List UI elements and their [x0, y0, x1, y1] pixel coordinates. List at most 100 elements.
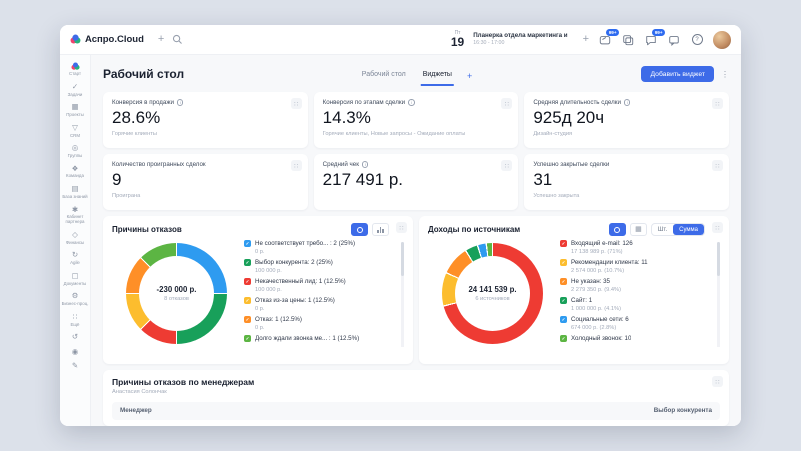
kpi-subtitle: Дизайн-студия	[533, 131, 573, 137]
legend-item[interactable]: ✓ Долго ждали звонка ме... : 1 (12.5%)	[244, 335, 395, 342]
sidebar-item-partner-cabinet[interactable]: ✱ Кабинет партнера	[60, 202, 90, 228]
messages-button[interactable]: 99+	[598, 28, 619, 47]
legend-checkbox-icon[interactable]: ✓	[560, 297, 567, 304]
view-toggle-donut-chart-icon[interactable]	[351, 223, 368, 236]
sidebar-item-sync[interactable]: ↺	[60, 330, 90, 344]
calendar-event[interactable]: Планерка отдела маркетинга и 16:30 - 17:…	[473, 32, 567, 46]
legend-checkbox-icon[interactable]: ✓	[560, 278, 567, 285]
legend-item[interactable]: ✓ Не указан: 35 2 279 350 р. (9.4%)	[560, 278, 711, 293]
info-icon[interactable]: i	[361, 161, 369, 168]
legend-item[interactable]: ✓ Не соответствует требо... : 2 (25%) 0 р.	[244, 240, 395, 255]
legend-row: ✓ Сайт: 1	[560, 297, 711, 304]
legend-checkbox-icon[interactable]: ✓	[560, 259, 567, 266]
legend-item[interactable]: ✓ Отказ: 1 (12.5%) 0 р.	[244, 316, 395, 331]
bar-chart-icon	[377, 226, 384, 233]
sidebar-item-apps[interactable]: ◉	[60, 344, 90, 358]
help-button[interactable]: ?	[690, 33, 704, 47]
sidebar-item-groups[interactable]: ◎ Группы	[60, 141, 90, 161]
notes-button[interactable]	[621, 33, 635, 47]
legend-checkbox-icon[interactable]: ✓	[244, 335, 251, 342]
toggle-option[interactable]: Шт.	[657, 226, 668, 233]
sidebar-item-more[interactable]: ∷ Ещё	[60, 309, 90, 329]
legend-item[interactable]: ✓ Некачественный лид: 1 (12.5%) 100 000 р.	[244, 278, 395, 293]
legend-checkbox-icon[interactable]: ✓	[560, 316, 567, 323]
info-icon[interactable]: i	[176, 99, 184, 106]
sidebar-item-documents[interactable]: ▢ Документы	[60, 268, 90, 288]
sidebar-item-knowledge-base[interactable]: ▤ База знаний	[60, 182, 90, 202]
info-icon[interactable]: i	[623, 99, 631, 106]
chat-button[interactable]: 99+	[644, 28, 665, 47]
sidebar-item-crm[interactable]: ▽ CRM	[60, 120, 90, 140]
donut-center-value: -230 000 р.	[156, 284, 197, 294]
legend-scrollbar-thumb[interactable]	[717, 242, 720, 276]
view-toggle-donut-chart-icon[interactable]	[608, 223, 626, 236]
legend-item[interactable]: ✓ Выбор конкурента: 2 (25%) 100 000 р.	[244, 259, 395, 274]
legend-item[interactable]: ✓ Отказ из-за цены: 1 (12.5%) 0 р.	[244, 297, 395, 312]
drag-handle-icon[interactable]: ∷	[290, 98, 302, 109]
tab-dashboard[interactable]: Рабочий стол	[361, 71, 406, 78]
kpi-card-2: Средняя длительность сделки i ∷ 925д 20ч Диз…	[524, 92, 729, 148]
legend-checkbox-icon[interactable]: ✓	[244, 259, 251, 266]
legend-checkbox-icon[interactable]: ✓	[560, 240, 567, 247]
legend-item[interactable]: ✓ Социальные сети: 6 674 000 р. (2.8%)	[560, 316, 711, 331]
agile-icon: ↻	[71, 250, 79, 260]
comments-button[interactable]	[667, 33, 681, 47]
legend-item[interactable]: ✓ Рекомендации клиента: 11 2 574 000 р. (1…	[560, 259, 711, 274]
legend-item[interactable]: ✓ Холодный звонок: 10	[560, 335, 711, 342]
legend-label: Не указан: 35	[571, 278, 610, 285]
add-tab-icon[interactable]: +	[466, 71, 473, 81]
pin-icon: ✎	[71, 360, 79, 370]
sidebar-item-label: Старт	[69, 71, 81, 77]
kpi-subtitle: Успешно закрыта	[533, 193, 580, 199]
sidebar-item-agile[interactable]: ↻ Agile	[60, 248, 90, 268]
tab-widgets[interactable]: Виджеты	[420, 71, 454, 86]
drag-handle-icon[interactable]: ∷	[501, 160, 513, 171]
kebab-menu-icon[interactable]: ⋮	[721, 69, 729, 79]
legend-checkbox-icon[interactable]: ✓	[244, 240, 251, 247]
chart-card-0: Причины отказов ∷ -230 000 р. 8 отказов ✓ Не …	[103, 216, 413, 364]
legend-scrollbar-thumb[interactable]	[401, 242, 404, 276]
message-edit-icon	[599, 35, 611, 44]
drag-handle-icon[interactable]: ∷	[712, 160, 723, 171]
kpi-title-row: Количество проигранных сделок	[112, 161, 299, 168]
chart-legend: ✓ Входящий e-mail: 126 17 138 989 р. (71%)…	[560, 240, 720, 347]
sidebar-item-tasks[interactable]: ✓ Задачи	[60, 79, 90, 99]
topbar-add-icon[interactable]: +	[157, 33, 165, 45]
add-event-icon[interactable]: +	[582, 33, 589, 45]
user-avatar[interactable]	[713, 30, 731, 49]
calendar-date[interactable]: Пт 19	[451, 31, 464, 49]
managers-table-header: Менеджер Выбор конкурента	[112, 401, 720, 420]
legend-item[interactable]: ✓ Входящий e-mail: 126 17 138 989 р. (71%)	[560, 240, 711, 255]
sidebar-item-pin[interactable]: ✎	[60, 359, 90, 373]
drag-handle-icon[interactable]: ∷	[712, 222, 723, 233]
sidebar-item-business-processes[interactable]: ⚙ Бизнес-проц.	[60, 289, 90, 309]
view-toggle-bar-chart-icon[interactable]	[372, 223, 389, 236]
donut-center-label: 6 источников	[475, 295, 510, 302]
add-widget-button[interactable]: Добавить виджет	[641, 66, 714, 82]
sidebar-item-label: Кабинет партнера	[65, 214, 85, 225]
drag-handle-icon[interactable]: ∷	[396, 222, 407, 233]
tasks-icon: ✓	[71, 81, 79, 91]
view-toggle-table-chart-icon[interactable]: ▦	[629, 223, 647, 236]
legend-checkbox-icon[interactable]: ✓	[560, 335, 567, 342]
drag-handle-icon[interactable]: ∷	[712, 376, 723, 387]
legend-checkbox-icon[interactable]: ✓	[244, 297, 251, 304]
search-icon[interactable]	[172, 34, 183, 45]
info-icon[interactable]: i	[408, 99, 415, 106]
kpi-title: Конверсия по этапам сделки	[322, 99, 406, 106]
app-logo[interactable]: Аспро.Cloud	[70, 34, 144, 45]
sidebar-item-start[interactable]: Старт	[60, 59, 90, 79]
legend-checkbox-icon[interactable]: ✓	[244, 278, 251, 285]
drag-handle-icon[interactable]: ∷	[290, 160, 302, 171]
sidebar-item-finance[interactable]: ◇ Финансы	[60, 228, 90, 248]
drag-handle-icon[interactable]: ∷	[712, 98, 723, 109]
drag-handle-icon[interactable]: ∷	[501, 98, 513, 109]
sidebar-item-projects[interactable]: ▦ Проекты	[60, 100, 90, 120]
legend-checkbox-icon[interactable]: ✓	[244, 316, 251, 323]
sidebar-item-label: Задачи	[67, 91, 83, 97]
toggle-option[interactable]: Сумма	[673, 224, 704, 235]
legend-row: ✓ Входящий e-mail: 126	[560, 240, 711, 247]
sidebar-item-team[interactable]: ❖ Команда	[60, 161, 90, 181]
kpi-title-row: Средний чек i	[323, 161, 510, 168]
